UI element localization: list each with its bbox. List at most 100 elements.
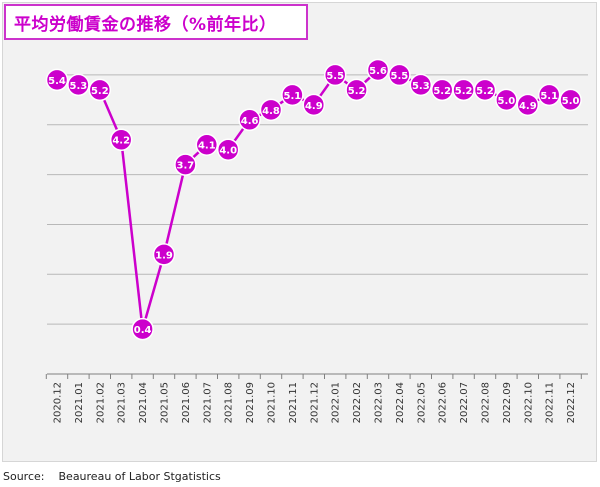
data-label: 5.1 [284, 91, 302, 102]
x-tick-label: 2021.03 [117, 382, 128, 423]
data-point: 1.9 [152, 243, 176, 266]
data-label: 5.2 [455, 86, 473, 97]
x-tick-labels: 2020.12 2021.01 2021.02 2021.03 2021.04 2021.… [53, 382, 578, 423]
data-point: 3.7 [174, 153, 197, 176]
data-label: 5.2 [476, 86, 494, 97]
x-tick-label: 2022.07 [459, 382, 470, 423]
data-label: 4.0 [219, 146, 237, 157]
data-marker [45, 68, 69, 92]
data-point: 4.9 [516, 93, 540, 117]
data-point: 5.4 [45, 68, 69, 92]
x-tick-label: 2022.05 [416, 382, 427, 423]
x-tick-label: 2021.05 [160, 382, 171, 423]
data-marker [174, 153, 197, 176]
data-marker [152, 243, 176, 266]
data-marker [259, 98, 283, 122]
source-note: Source: Beaureau of Labor Stgatistics [3, 470, 221, 483]
source-label: Source: [3, 470, 45, 483]
x-tick-label: 2021.09 [245, 382, 256, 423]
data-marker [409, 73, 433, 97]
data-markers: 5.4 5.3 5.24.20.41.93.74.1 4.04.64.85.14.95… [45, 58, 582, 341]
chart-panel [2, 2, 597, 462]
data-label: 5.3 [412, 81, 430, 92]
data-point: 5.3 [67, 73, 90, 97]
x-axis [45, 373, 588, 379]
data-label: 5.2 [91, 86, 109, 97]
data-marker [388, 63, 411, 87]
x-tick-label: 2022.01 [331, 382, 342, 423]
data-marker [366, 58, 390, 82]
data-point: 5.5 [323, 63, 347, 87]
x-tick-label: 2022.12 [566, 382, 577, 423]
x-tick-label: 2022.11 [545, 382, 556, 423]
x-tick-label: 2022.06 [438, 382, 449, 423]
data-label: 5.2 [348, 86, 366, 97]
data-point: 4.2 [109, 128, 133, 151]
data-label: 5.5 [391, 71, 409, 82]
x-tick-label: 2022.10 [523, 382, 534, 423]
data-marker [216, 138, 240, 161]
data-label: 5.1 [540, 91, 558, 102]
data-point: 5.6 [366, 58, 390, 82]
data-label: 5.6 [369, 66, 387, 77]
x-tick-label: 2021.02 [95, 382, 106, 423]
data-label: 5.3 [70, 81, 88, 92]
data-marker [302, 93, 326, 117]
data-marker [67, 73, 90, 97]
data-marker [345, 78, 368, 102]
data-label: 1.9 [155, 250, 173, 261]
data-label: 4.9 [519, 101, 537, 112]
data-point: 5.2 [345, 78, 368, 102]
data-label: 5.0 [498, 96, 516, 107]
data-point: 4.8 [259, 98, 283, 122]
x-tick-label: 2021.10 [267, 382, 278, 423]
data-point: 0.4 [131, 317, 154, 341]
data-point: 5.1 [281, 83, 304, 107]
x-tick-label: 2022.02 [352, 382, 363, 423]
x-tick-label: 2022.04 [395, 382, 406, 423]
data-point: 4.6 [238, 108, 261, 132]
data-point: 5.2 [452, 78, 475, 102]
x-tick-label: 2021.07 [202, 382, 213, 423]
source-text: Beaureau of Labor Stgatistics [58, 470, 221, 483]
data-point: 5.2 [430, 78, 454, 102]
data-point: 4.0 [216, 138, 240, 161]
data-point: 4.1 [195, 133, 219, 156]
chart-title: 平均労働賃金の推移（%前年比） [14, 14, 277, 35]
chart-title-box: 平均労働賃金の推移（%前年比） [4, 4, 308, 40]
data-label: 5.0 [562, 96, 580, 107]
data-marker [109, 128, 133, 151]
data-label: 3.7 [177, 161, 195, 172]
data-label: 4.2 [112, 136, 130, 147]
data-point: 5.2 [88, 78, 112, 102]
data-marker [537, 83, 561, 107]
x-tick-label: 2021.08 [224, 382, 235, 423]
x-tick-label: 2022.03 [374, 382, 385, 423]
data-marker [131, 317, 154, 341]
data-label: 4.1 [198, 141, 216, 152]
data-point: 5.0 [495, 88, 518, 112]
data-marker [495, 88, 518, 112]
data-marker [473, 78, 497, 102]
x-tick-label: 2021.06 [181, 382, 192, 423]
x-tick-label: 2022.08 [481, 382, 492, 423]
data-point: 5.3 [409, 73, 433, 97]
x-tick-label: 2021.11 [288, 382, 299, 423]
data-label: 5.2 [433, 86, 451, 97]
data-point: 5.2 [473, 78, 497, 102]
x-tick-label: 2021.04 [138, 382, 149, 423]
data-marker [516, 93, 540, 117]
data-point: 5.1 [537, 83, 561, 107]
x-tick-label: 2022.09 [502, 382, 513, 423]
data-marker [238, 108, 261, 132]
data-point: 5.5 [388, 63, 411, 87]
data-point: 4.9 [302, 93, 326, 117]
data-point: 5.0 [559, 88, 582, 112]
data-label: 5.5 [326, 71, 344, 82]
data-marker [323, 63, 347, 87]
data-marker [281, 83, 304, 107]
data-marker [88, 78, 112, 102]
data-label: 4.9 [305, 101, 323, 112]
data-label: 0.4 [134, 325, 152, 336]
